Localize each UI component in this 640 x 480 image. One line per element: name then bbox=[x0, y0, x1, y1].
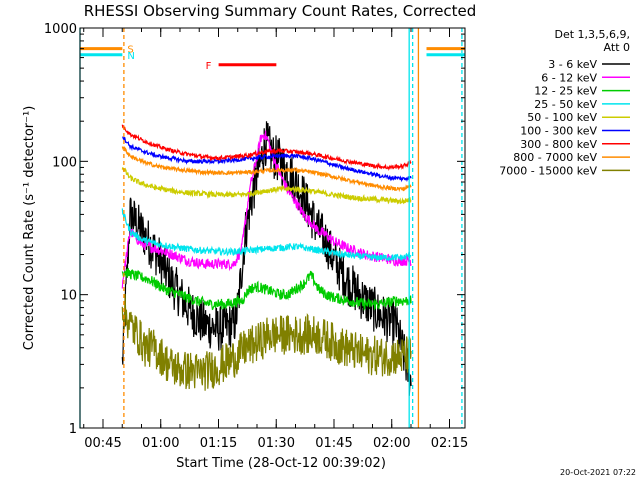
series-layer bbox=[121, 121, 412, 396]
series-line-100-300-kev bbox=[122, 136, 412, 183]
x-tick-label: 01:15 bbox=[200, 436, 237, 451]
flag-label: F bbox=[206, 61, 212, 72]
legend-label: 12 - 25 keV bbox=[534, 85, 597, 98]
legend-label: 25 - 50 keV bbox=[534, 98, 597, 111]
x-tick-label: 02:00 bbox=[373, 436, 410, 451]
legend-label: 300 - 800 keV bbox=[520, 138, 597, 151]
x-tick-label: 00:45 bbox=[84, 436, 121, 451]
series-line-800-7000-kev bbox=[121, 146, 412, 193]
series-line-7000-15000-kev bbox=[121, 293, 412, 391]
legend-label: 800 - 7000 keV bbox=[513, 151, 597, 164]
series-line-300-800-kev bbox=[121, 124, 412, 172]
legend-header-line-1: Det 1,3,5,6,9, bbox=[554, 28, 630, 41]
legend-header-line-2: Att 0 bbox=[604, 41, 630, 54]
x-tick-label: 01:30 bbox=[258, 436, 295, 451]
legend-label: 3 - 6 keV bbox=[548, 58, 597, 71]
x-tick-label: 02:15 bbox=[431, 436, 468, 451]
y-axis-title: Corrected Count Rate (s⁻¹ detector⁻¹) bbox=[22, 106, 37, 351]
x-tick-label: 01:45 bbox=[315, 436, 352, 451]
footer-date: 20-Oct-2021 07:22 bbox=[560, 468, 636, 477]
x-axis-title: Start Time (28-Oct-12 00:39:02) bbox=[176, 456, 386, 471]
y-tick-label: 1 bbox=[69, 422, 77, 437]
x-tick-label: 01:00 bbox=[142, 436, 179, 451]
plot-frame bbox=[79, 27, 466, 429]
legend-label: 50 - 100 keV bbox=[527, 111, 597, 124]
legend-header: Det 1,3,5,6,9, Att 0 bbox=[554, 28, 630, 54]
legend-label: 6 - 12 keV bbox=[541, 71, 597, 84]
series-line-3-6-kev bbox=[121, 121, 412, 396]
plot-area: SN F 1 10 100 1000 00:45 01:00 01:15 01:30 01:45 0… bbox=[44, 22, 468, 451]
legend-label: 7000 - 15000 keV bbox=[499, 164, 597, 177]
series-line-25-50-kev bbox=[121, 208, 412, 262]
flag-label: S bbox=[127, 45, 133, 56]
y-tick-label: 10 bbox=[60, 289, 77, 304]
series-line-50-100-kev bbox=[121, 167, 412, 205]
y-tick-label: 1000 bbox=[44, 22, 77, 37]
chart-title: RHESSI Observing Summary Count Rates, Co… bbox=[84, 2, 477, 20]
y-tick-label: 100 bbox=[52, 155, 77, 170]
legend-label: 100 - 300 keV bbox=[520, 125, 597, 138]
series-line-12-25-kev bbox=[121, 267, 412, 312]
flag-label: N bbox=[127, 51, 134, 62]
axis-layer: 1 10 100 1000 00:45 01:00 01:15 01:30 01:45 02:00… bbox=[44, 22, 468, 451]
